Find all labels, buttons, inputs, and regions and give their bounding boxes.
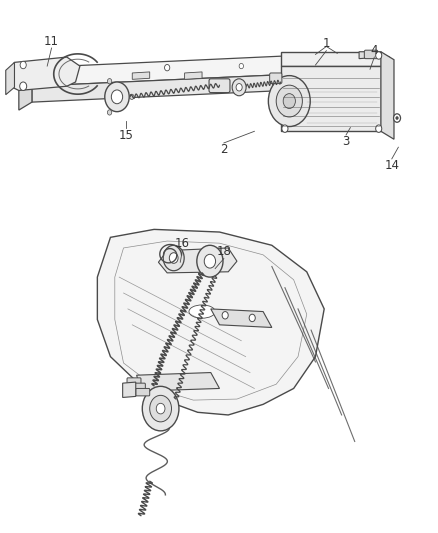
Polygon shape xyxy=(380,52,393,139)
Polygon shape xyxy=(122,382,135,398)
Circle shape xyxy=(107,110,112,115)
Polygon shape xyxy=(376,52,389,92)
Circle shape xyxy=(156,403,165,414)
Circle shape xyxy=(283,94,295,109)
Circle shape xyxy=(196,245,223,277)
FancyBboxPatch shape xyxy=(127,378,141,385)
Polygon shape xyxy=(32,52,376,86)
FancyBboxPatch shape xyxy=(364,50,377,59)
Circle shape xyxy=(232,79,246,96)
Circle shape xyxy=(163,245,184,271)
Polygon shape xyxy=(10,57,80,91)
Circle shape xyxy=(239,63,243,69)
Text: 4: 4 xyxy=(370,44,377,57)
FancyBboxPatch shape xyxy=(208,79,230,93)
Polygon shape xyxy=(136,373,219,391)
Polygon shape xyxy=(210,309,271,327)
Circle shape xyxy=(105,82,129,112)
Text: 11: 11 xyxy=(44,35,59,47)
Circle shape xyxy=(222,312,228,319)
Text: 16: 16 xyxy=(174,237,190,250)
Polygon shape xyxy=(97,229,323,415)
FancyBboxPatch shape xyxy=(135,389,149,396)
Polygon shape xyxy=(19,68,32,110)
Circle shape xyxy=(169,253,178,263)
Circle shape xyxy=(281,125,287,132)
Polygon shape xyxy=(358,52,380,59)
Circle shape xyxy=(20,82,27,91)
FancyBboxPatch shape xyxy=(131,383,145,391)
Polygon shape xyxy=(158,248,237,273)
Circle shape xyxy=(395,116,397,119)
Circle shape xyxy=(392,114,399,122)
Circle shape xyxy=(149,395,171,422)
Text: 18: 18 xyxy=(216,245,231,258)
Circle shape xyxy=(204,254,215,268)
Ellipse shape xyxy=(188,305,215,318)
Polygon shape xyxy=(132,72,149,79)
Circle shape xyxy=(20,61,26,69)
Polygon shape xyxy=(6,62,14,95)
Circle shape xyxy=(276,85,302,117)
Circle shape xyxy=(249,314,254,321)
Polygon shape xyxy=(280,52,380,66)
Polygon shape xyxy=(32,70,376,102)
Circle shape xyxy=(164,64,170,71)
Circle shape xyxy=(129,94,134,100)
Circle shape xyxy=(375,52,381,59)
Text: 1: 1 xyxy=(322,37,329,50)
Circle shape xyxy=(142,386,179,431)
Text: 14: 14 xyxy=(383,159,399,172)
FancyBboxPatch shape xyxy=(269,73,281,84)
Text: 2: 2 xyxy=(219,143,227,156)
Circle shape xyxy=(107,78,112,84)
Text: 3: 3 xyxy=(342,135,349,148)
Circle shape xyxy=(236,84,242,91)
Circle shape xyxy=(268,76,310,126)
Circle shape xyxy=(375,125,381,132)
Text: 15: 15 xyxy=(118,128,133,141)
Polygon shape xyxy=(280,66,380,131)
Circle shape xyxy=(111,90,122,104)
Polygon shape xyxy=(184,72,201,79)
